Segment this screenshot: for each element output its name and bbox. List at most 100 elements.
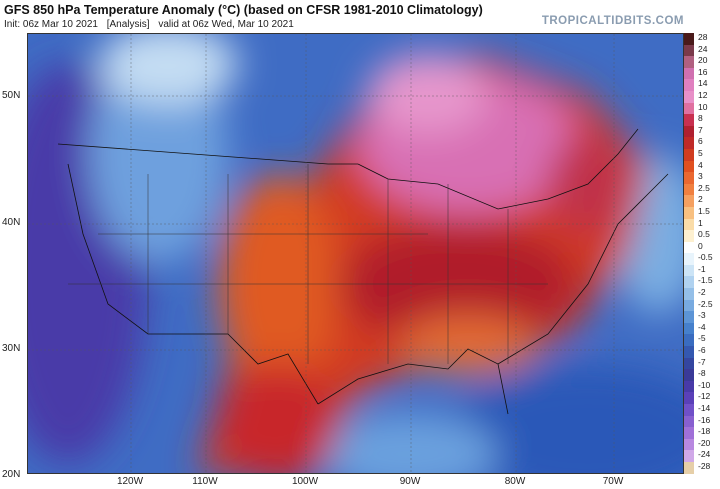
colorbar-label: -12 (698, 391, 711, 402)
colorbar-label: -0.5 (698, 252, 713, 263)
colorbar-label: -3 (698, 310, 706, 321)
lat-label-20n: 20N (2, 469, 21, 480)
colorbar-row: 16 (684, 66, 720, 80)
colorbar-row: -16 (684, 414, 720, 428)
colorbar-swatch (684, 218, 694, 231)
colorbar-label: 28 (698, 32, 708, 42)
colorbar-label: -18 (698, 426, 711, 437)
colorbar-row: -28 (684, 461, 720, 474)
colorbar-label: -20 (698, 437, 711, 448)
colorbar-row: 24 (684, 43, 720, 57)
colorbar-swatch (684, 125, 694, 138)
lat-label-50n: 50N (2, 90, 21, 101)
colorbar-swatch (684, 404, 694, 416)
colorbar-label: 0 (698, 240, 703, 251)
colorbar-label: 14 (698, 78, 708, 89)
map-title: GFS 850 hPa Temperature Anomaly (°C) (ba… (4, 3, 483, 17)
colorbar-swatch (684, 299, 694, 312)
colorbar-label: -8 (698, 368, 706, 379)
colorbar-label: -1 (698, 263, 706, 274)
lon-label-100w: 100W (291, 476, 319, 487)
colorbar-label: 16 (698, 66, 708, 77)
colorbar-row: 0 (684, 240, 720, 254)
colorbar-label: 7 (698, 124, 703, 135)
colorbar-row: -2 (684, 287, 720, 300)
colorbar-swatch (684, 102, 694, 115)
lon-label-120w: 120W (116, 476, 144, 487)
colorbar-label: 6 (698, 136, 703, 147)
colorbar-row: -5 (684, 333, 720, 347)
colorbar-swatch (684, 276, 694, 289)
colorbar-swatch (684, 56, 694, 68)
colorbar-row: 10 (684, 101, 720, 115)
canada-west-cool (98, 34, 238, 104)
gulf-cool (318, 414, 498, 473)
colorbar-label: 20 (698, 55, 708, 66)
colorbar-label: -14 (698, 403, 711, 413)
colorbar-swatch (684, 183, 694, 196)
colorbar-swatch (684, 438, 694, 451)
colorbar-label: 3 (698, 171, 703, 182)
colorbar-row: 0.5 (684, 229, 720, 242)
colorbar-swatch (684, 392, 694, 404)
lon-label-80w: 80W (504, 476, 526, 487)
colorbar-swatch (684, 137, 694, 149)
colorbar-row: -18 (684, 426, 720, 439)
colorbar-label: 2.5 (698, 182, 710, 193)
colorbar-swatch (684, 311, 694, 323)
lat-label-30n: 30N (2, 343, 21, 354)
colorbar-row: -10 (684, 379, 720, 393)
colorbar-row: -7 (684, 356, 720, 370)
colorbar-row: 1 (684, 217, 720, 231)
great-lakes-border (357, 128, 639, 210)
colorbar-label: -16 (698, 414, 711, 425)
colorbar-swatch (684, 172, 694, 184)
colorbar-label: 2 (698, 194, 703, 205)
colorbar-label: -7 (698, 356, 706, 367)
colorbar-label: 1 (698, 217, 703, 228)
colorbar-label: -4 (698, 321, 706, 332)
colorbar-legend: 28 24 20 16 14 12 10 8 7 6 5 4 3 2.5 2 1.5 1 0.5 0 -0.5 -1 -1… (684, 32, 720, 474)
colorbar-swatch (684, 369, 694, 381)
colorbar-row: -6 (684, 345, 720, 358)
brand-watermark: TROPICALTIDBITS.COM (541, 15, 684, 27)
lon-label-90w: 90W (399, 476, 421, 487)
colorbar-row: -1.5 (684, 275, 720, 289)
colorbar-row: 3 (684, 171, 720, 184)
colorbar-label: 24 (698, 43, 708, 54)
colorbar-row: -24 (684, 449, 720, 462)
borders (57, 128, 669, 415)
colorbar-row: 4 (684, 160, 720, 173)
colorbar-label: -10 (698, 379, 711, 390)
peak-anomaly (368, 54, 488, 134)
colorbar-row: -12 (684, 391, 720, 404)
colorbar-row: 6 (684, 136, 720, 149)
colorbar-label: -2.5 (698, 298, 713, 309)
colorbar-row: -20 (684, 437, 720, 451)
colorbar-row: 14 (684, 78, 720, 91)
colorbar-swatch (684, 322, 694, 335)
colorbar-row: -2.5 (684, 298, 720, 312)
colorbar-swatch (684, 357, 694, 370)
colorbar-label: 1.5 (698, 205, 710, 216)
colorbar-row: -4 (684, 321, 720, 335)
map-canvas (28, 34, 683, 473)
southeast-warm (398, 314, 538, 374)
colorbar-swatch (684, 160, 694, 173)
colorbar-row: -0.5 (684, 252, 720, 265)
colorbar-swatch (684, 206, 694, 219)
colorbar-swatch (684, 380, 694, 393)
colorbar-label: 12 (698, 89, 708, 100)
state-lines (68, 164, 548, 364)
graticule (28, 34, 683, 473)
colorbar-row: 12 (684, 89, 720, 103)
valid-time: valid at 06z Wed, Mar 10 2021 (158, 19, 294, 30)
us-mexico-border (67, 163, 319, 405)
colorbar-label: -5 (698, 333, 706, 344)
east-coast (497, 173, 669, 365)
colorbar-row: 28 (684, 32, 720, 45)
lon-label-110w: 110W (192, 476, 218, 487)
colorbar-swatch (684, 67, 694, 80)
colorbar-label: 10 (698, 101, 708, 112)
colorbar-row: -3 (684, 310, 720, 323)
